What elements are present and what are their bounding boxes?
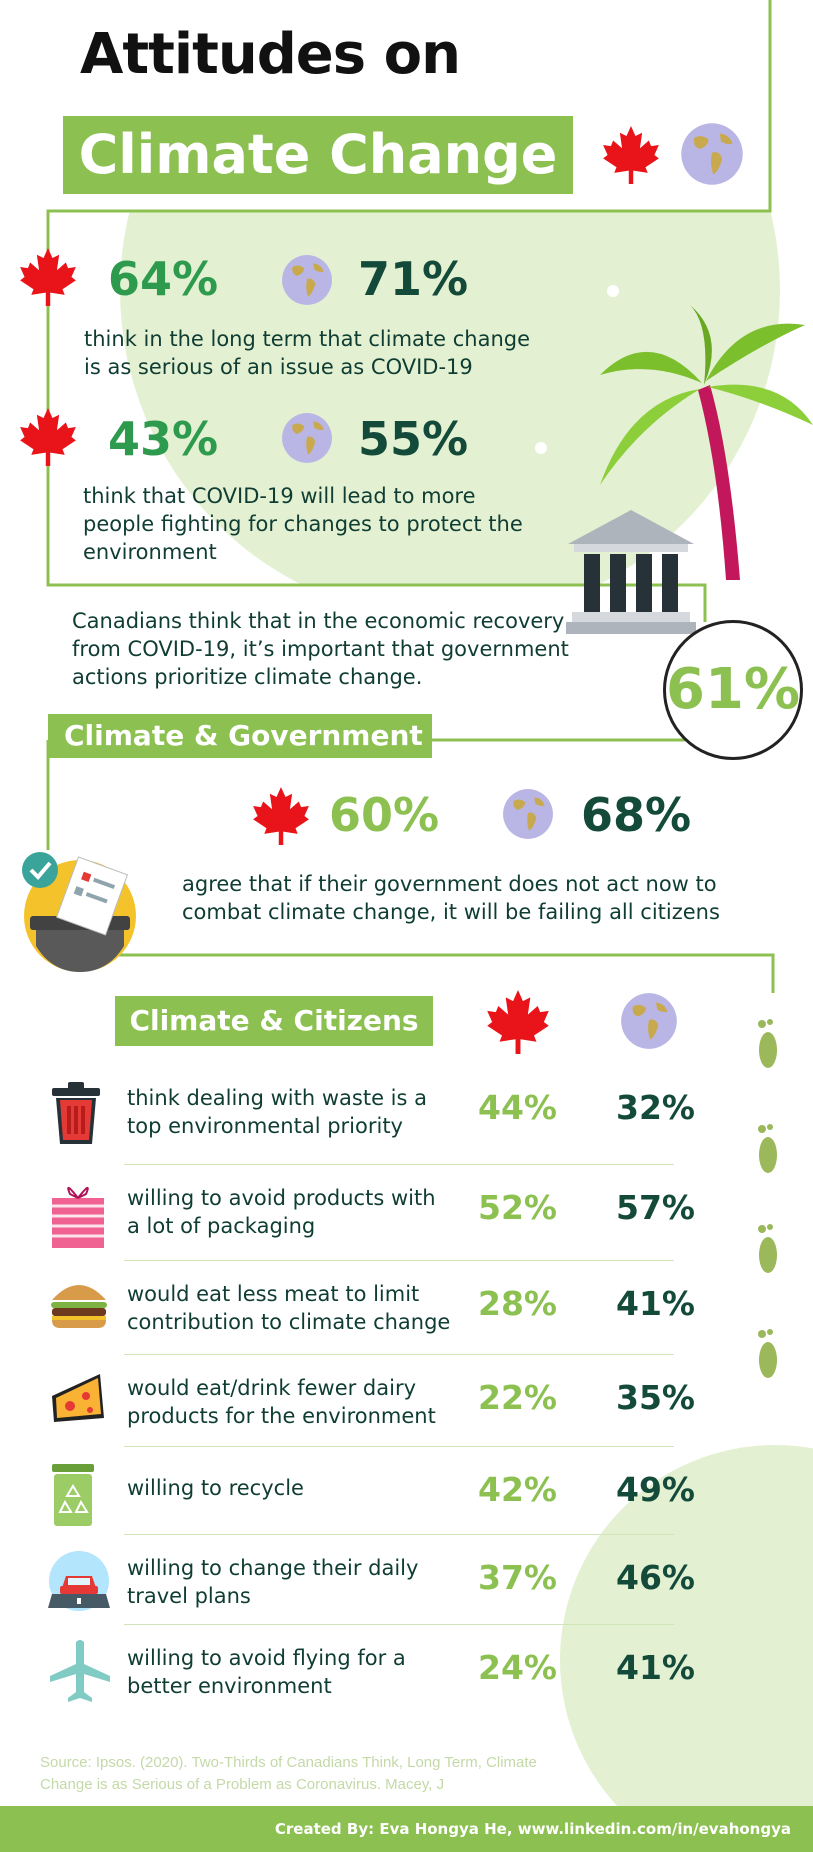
table-row: willing to recycle 42% 49% <box>0 1462 813 1542</box>
globe-icon <box>621 993 677 1049</box>
row-divider <box>124 1354 674 1355</box>
recycle-bin-icon <box>48 1462 98 1532</box>
table-row: willing to change their daily travel plan… <box>0 1550 813 1630</box>
maple-leaf-icon <box>487 990 549 1054</box>
row-text-line: products for the environment <box>127 1404 436 1428</box>
text-line: from COVID-19, it’s important that gover… <box>72 637 569 661</box>
maple-leaf-icon <box>253 787 309 845</box>
footer-bar: Created By: Eva Hongya He, www.linkedin.… <box>0 1806 813 1852</box>
footer-credit: Created By: Eva Hongya He, www.linkedin.… <box>274 1820 791 1838</box>
row-global-percent: 41% <box>616 1648 695 1687</box>
source-line: Source: Ipsos. (2020). Two-Thirds of Can… <box>40 1754 537 1771</box>
government-banner: Climate & Government <box>48 714 432 758</box>
stat-canada-long-term: 64% <box>108 252 219 306</box>
stat-fighting-text: think that COVID-19 will lead to more pe… <box>83 482 523 566</box>
source-citation: Source: Ipsos. (2020). Two-Thirds of Can… <box>40 1752 537 1796</box>
airplane-icon <box>48 1640 112 1708</box>
cheese-icon <box>48 1370 108 1430</box>
text-line: is as serious of an issue as COVID-19 <box>84 355 473 379</box>
row-divider <box>124 1534 674 1535</box>
government-text: agree that if their government does not … <box>182 870 720 926</box>
text-line: combat climate change, it will be failin… <box>182 900 720 924</box>
citizens-banner: Climate & Citizens <box>115 996 433 1046</box>
row-canada-percent: 24% <box>478 1648 557 1687</box>
table-row: would eat less meat to limit contribution… <box>0 1276 813 1356</box>
gift-package-icon <box>48 1180 108 1254</box>
globe-icon <box>503 789 553 839</box>
row-divider <box>124 1624 674 1625</box>
table-row: willing to avoid flying for a better envi… <box>0 1640 813 1720</box>
car-road-icon <box>48 1550 110 1616</box>
recovery-text: Canadians think that in the economic rec… <box>72 607 569 691</box>
text-line: Canadians think that in the economic rec… <box>72 609 565 633</box>
row-text-line: travel plans <box>127 1584 251 1608</box>
government-building-icon <box>566 510 696 634</box>
row-global-percent: 35% <box>616 1378 695 1417</box>
row-text-line: willing to recycle <box>127 1476 304 1500</box>
stat-long-term-text: think in the long term that climate chan… <box>84 325 530 381</box>
ballot-box-icon <box>22 852 136 972</box>
row-canada-percent: 52% <box>478 1188 557 1227</box>
government-canada-percent: 60% <box>329 788 440 842</box>
row-text-line: top environmental priority <box>127 1114 403 1138</box>
row-global-percent: 49% <box>616 1470 695 1509</box>
row-canada-percent: 44% <box>478 1088 557 1127</box>
burger-icon <box>48 1276 110 1334</box>
row-text-line: better environment <box>127 1674 332 1698</box>
trash-bin-icon <box>48 1080 104 1150</box>
maple-leaf-icon <box>603 126 659 184</box>
row-canada-percent: 42% <box>478 1470 557 1509</box>
recovery-percent: 61% <box>666 657 801 722</box>
maple-leaf-icon <box>20 408 76 466</box>
row-text-line: think dealing with waste is a <box>127 1086 427 1110</box>
text-line: actions prioritize climate change. <box>72 665 423 689</box>
table-row: think dealing with waste is a top environ… <box>0 1080 813 1160</box>
stat-global-fighting: 55% <box>358 412 469 466</box>
row-text-line: contribution to climate change <box>127 1310 451 1334</box>
row-text-line: would eat/drink fewer dairy <box>127 1376 417 1400</box>
text-line: think in the long term that climate chan… <box>84 327 531 351</box>
page-title-banner: Climate Change <box>63 116 573 194</box>
stat-canada-fighting: 43% <box>108 412 219 466</box>
row-divider <box>124 1164 674 1165</box>
row-text-line: willing to avoid products with <box>127 1186 436 1210</box>
footprints-icon <box>758 1019 777 1378</box>
source-line: Change is as Serious of a Problem as Cor… <box>40 1776 445 1793</box>
maple-leaf-icon <box>20 248 76 306</box>
globe-icon <box>282 255 332 305</box>
text-line: think that COVID-19 will lead to more <box>83 484 476 508</box>
row-text-line: willing to avoid flying for a <box>127 1646 406 1670</box>
table-row: willing to avoid products with a lot of p… <box>0 1180 813 1260</box>
row-global-percent: 32% <box>616 1088 695 1127</box>
row-canada-percent: 22% <box>478 1378 557 1417</box>
text-line: agree that if their government does not … <box>182 872 717 896</box>
text-line: people fighting for changes to protect t… <box>83 512 523 536</box>
globe-icon <box>681 123 743 185</box>
page-title-line1: Attitudes on <box>80 22 461 87</box>
stat-global-long-term: 71% <box>358 252 469 306</box>
row-canada-percent: 28% <box>478 1284 557 1323</box>
text-line: environment <box>83 540 217 564</box>
globe-icon <box>282 413 332 463</box>
row-text-line: would eat less meat to limit <box>127 1282 420 1306</box>
row-global-percent: 57% <box>616 1188 695 1227</box>
row-text-line: willing to change their daily <box>127 1556 419 1580</box>
government-global-percent: 68% <box>581 788 692 842</box>
recovery-percent-circle: 61% <box>663 620 803 760</box>
row-canada-percent: 37% <box>478 1558 557 1597</box>
row-global-percent: 46% <box>616 1558 695 1597</box>
row-divider <box>124 1260 674 1261</box>
row-divider <box>124 1446 674 1447</box>
table-row: would eat/drink fewer dairy products for … <box>0 1370 813 1450</box>
row-global-percent: 41% <box>616 1284 695 1323</box>
row-text-line: a lot of packaging <box>127 1214 316 1238</box>
palm-tree-icon <box>600 305 813 580</box>
